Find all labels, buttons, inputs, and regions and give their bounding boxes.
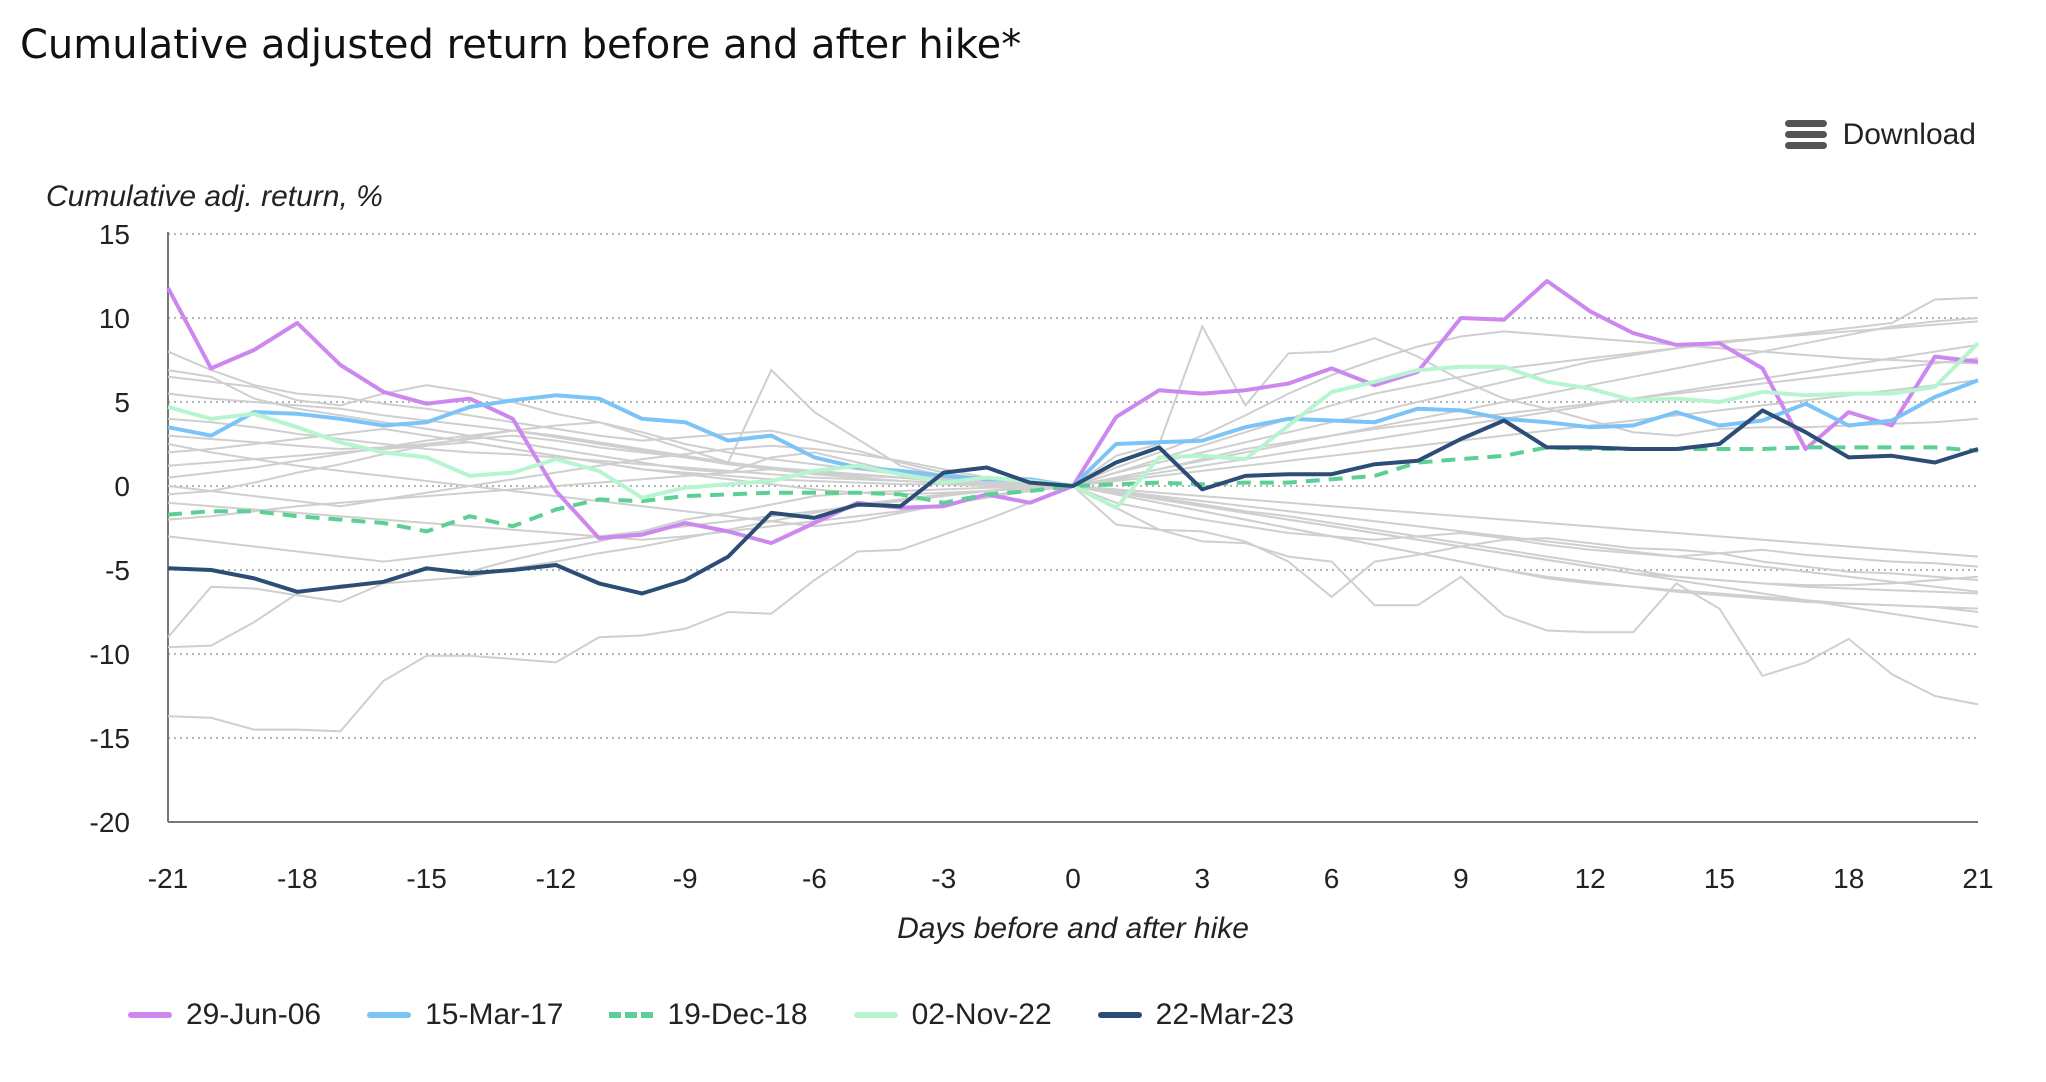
x-tick-label-11: 12 <box>1575 863 1606 894</box>
x-tick-label-12: 15 <box>1704 863 1735 894</box>
y-tick-label-7: -20 <box>90 807 130 838</box>
series-line-22-Mar-23 <box>167 408 1979 596</box>
x-tick-label-13: 18 <box>1833 863 1864 894</box>
legend-swatch <box>853 1012 898 1018</box>
series-line-19-Dec-18 <box>167 445 1979 534</box>
legend-label: 02-Nov-22 <box>911 998 1052 1031</box>
x-tick-label-4: -9 <box>673 863 698 894</box>
legend: 29-Jun-06 15-Mar-17 19-Dec-18 02-Nov-22 22-M… <box>128 998 1294 1032</box>
y-tick-label-2: 5 <box>114 387 130 418</box>
background-series-line-9 <box>167 484 1979 593</box>
series-line-15-Mar-17 <box>167 378 1979 488</box>
y-tick-label-3: 0 <box>114 471 130 502</box>
x-tick-label-7: 0 <box>1065 863 1081 894</box>
legend-item-4[interactable]: 22-Mar-23 <box>1097 998 1295 1032</box>
legend-item-1[interactable]: 15-Mar-17 <box>367 998 563 1032</box>
legend-label: 15-Mar-17 <box>425 998 564 1031</box>
legend-swatch <box>609 1012 654 1018</box>
x-axis-title: Days before and after hike <box>897 912 1249 945</box>
legend-item-2[interactable]: 19-Dec-18 <box>609 998 808 1032</box>
chart-title: Cumulative adjusted return before and af… <box>20 22 1022 68</box>
x-tick-label-3: -12 <box>536 863 576 894</box>
background-series-line-14 <box>167 484 1979 733</box>
background-series-line-13 <box>167 484 1979 649</box>
y-tick-label-4: -5 <box>105 555 130 586</box>
y-tick-label-1: 10 <box>99 303 130 334</box>
background-series-line-17 <box>167 443 1979 587</box>
background-series-line-7 <box>167 429 1979 629</box>
legend-item-3[interactable]: 02-Nov-22 <box>853 998 1052 1032</box>
y-tick-label-0: 15 <box>99 219 130 250</box>
legend-item-0[interactable]: 29-Jun-06 <box>128 998 321 1032</box>
background-series-line-2 <box>167 296 1979 488</box>
background-series-line-12 <box>167 484 1979 638</box>
x-tick-label-6: -3 <box>931 863 956 894</box>
y-tick-label-5: -10 <box>90 639 130 670</box>
legend-swatch <box>128 1012 172 1018</box>
y-axis-title: Cumulative adj. return, % <box>46 180 383 213</box>
x-tick-label-8: 3 <box>1194 863 1210 894</box>
x-tick-label-2: -15 <box>406 863 446 894</box>
legend-swatch <box>1097 1012 1142 1018</box>
legend-label: 19-Dec-18 <box>667 998 808 1031</box>
menu-icon <box>1784 120 1827 150</box>
x-tick-label-0: -21 <box>148 863 188 894</box>
legend-swatch <box>367 1012 412 1018</box>
background-series-line-0 <box>167 350 1979 568</box>
download-label: Download <box>1842 118 1976 151</box>
x-tick-label-9: 6 <box>1324 863 1340 894</box>
legend-label: 22-Mar-23 <box>1155 998 1295 1031</box>
download-button[interactable]: Download <box>1784 118 1976 152</box>
y-tick-label-6: -15 <box>90 723 130 754</box>
x-tick-label-1: -18 <box>277 863 317 894</box>
x-tick-label-5: -6 <box>802 863 827 894</box>
legend-label: 29-Jun-06 <box>186 998 322 1031</box>
x-tick-label-14: 21 <box>1962 863 1993 894</box>
x-tick-label-10: 9 <box>1453 863 1469 894</box>
